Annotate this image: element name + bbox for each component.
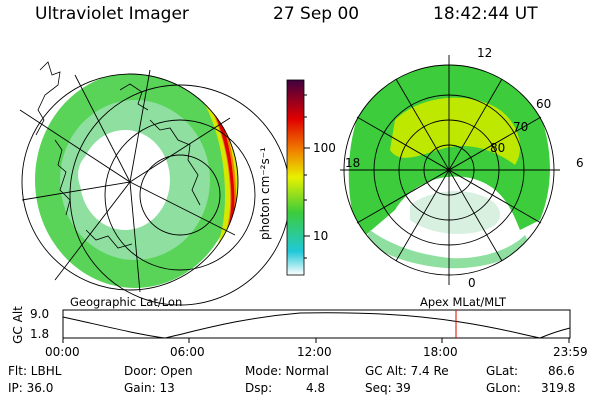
magnetic-map bbox=[340, 55, 560, 285]
colorbar-unit-label: photon cm⁻²s⁻¹ bbox=[258, 147, 272, 240]
ip-readout: IP: 36.0 bbox=[8, 381, 54, 395]
glon-value: 319.8 bbox=[541, 381, 576, 395]
left-panel-caption: Geographic Lat/Lon bbox=[70, 295, 183, 309]
geographic-map bbox=[19, 61, 291, 306]
right-panel-caption: Apex MLat/MLT bbox=[420, 295, 507, 309]
timeline-xtick-1800: 18:00 bbox=[423, 345, 458, 359]
timeline-xtick-0000: 00:00 bbox=[45, 345, 80, 359]
lat-label-60: 60 bbox=[536, 97, 552, 111]
mlt-label-6: 6 bbox=[576, 156, 584, 170]
time-readout: 18:42:44 UT bbox=[433, 4, 538, 24]
date-readout: 27 Sep 00 bbox=[273, 4, 360, 24]
seq-readout: Seq: 39 bbox=[365, 381, 411, 395]
colorbar-tick-100: 100 bbox=[313, 141, 336, 155]
glat-value: 86.6 bbox=[548, 364, 575, 378]
lat-label-80: 80 bbox=[490, 141, 506, 155]
timeline-ytick-min: 1.8 bbox=[30, 327, 50, 341]
lat-label-70: 70 bbox=[513, 120, 529, 134]
glon-label: GLon: bbox=[486, 381, 521, 395]
dsp-label: Dsp: bbox=[245, 381, 273, 395]
timeline-ytick-max: 9.0 bbox=[30, 307, 50, 321]
orbit-timeline bbox=[62, 309, 571, 343]
color-bar bbox=[286, 79, 310, 276]
timeline-ylabel: GC Alt bbox=[11, 306, 25, 344]
mlt-label-0: 0 bbox=[468, 276, 476, 290]
colorbar-tick-10: 10 bbox=[313, 229, 329, 243]
gain-readout: Gain: 13 bbox=[124, 381, 175, 395]
door-readout: Door: Open bbox=[124, 364, 193, 378]
glat-label: GLat: bbox=[486, 364, 519, 378]
filter-readout: Flt: LBHL bbox=[8, 364, 62, 378]
mlt-label-12: 12 bbox=[477, 46, 493, 60]
mlt-label-18: 18 bbox=[345, 156, 361, 170]
app-title: Ultraviolet Imager bbox=[35, 4, 189, 24]
mode-readout: Mode: Normal bbox=[245, 364, 329, 378]
timeline-xtick-2359: 23:59 bbox=[553, 345, 588, 359]
timeline-xtick-0600: 06:00 bbox=[170, 345, 205, 359]
timeline-xtick-1200: 12:00 bbox=[297, 345, 332, 359]
dsp-value: 4.8 bbox=[306, 381, 326, 395]
gc-alt-readout: GC Alt: 7.4 Re bbox=[365, 364, 449, 378]
